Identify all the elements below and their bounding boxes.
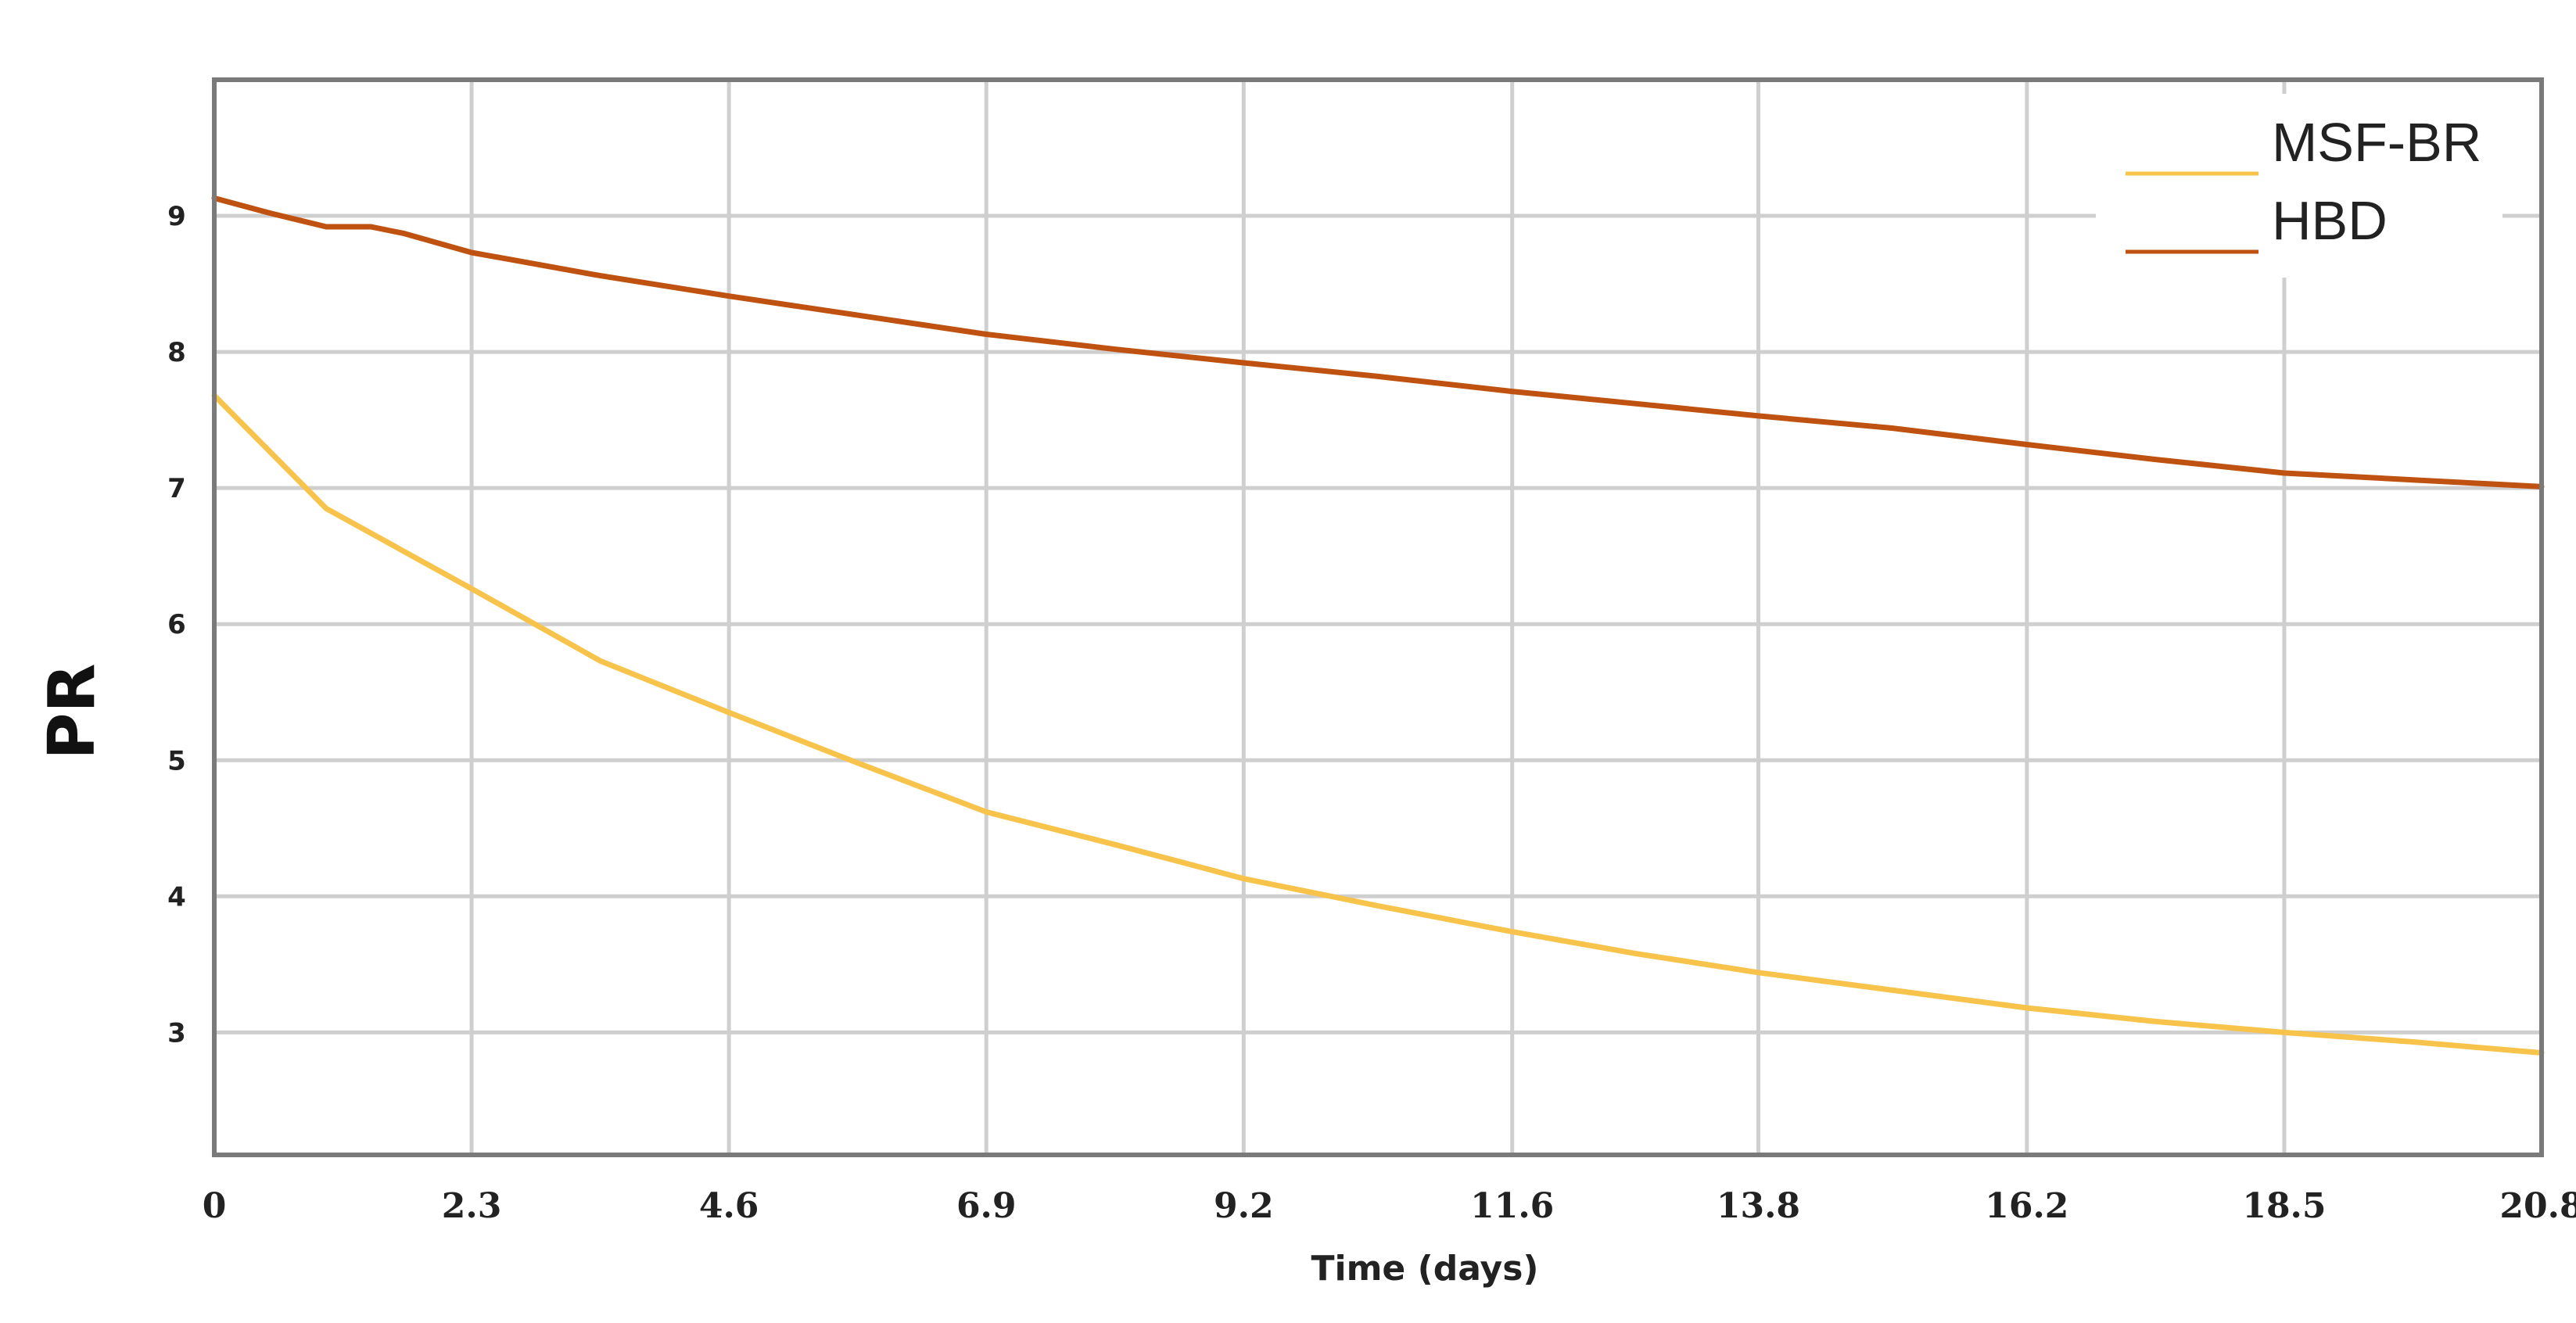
tick-labels: 0 2.3 4.6 6.9 9.2 11.6 13.8 16.2 18.5 20.8 3 4 5 6 7 8 9 [167,201,2576,1226]
x-tick-label: 4.6 [699,1186,759,1226]
plot-frame [212,77,2544,1157]
x-tick-label: 13.8 [1717,1186,1800,1226]
x-tick-label: 9.2 [1214,1186,1274,1226]
y-tick-label: 5 [167,745,186,776]
y-tick-label: 7 [167,473,186,504]
series-line-msf-br [211,393,2545,1056]
x-tick-label: 16.2 [1985,1186,2068,1226]
series-lines [211,195,2545,1056]
legend-label-msf-br: MSF-BR [2272,112,2481,173]
x-tick-label: 6.9 [956,1186,1017,1226]
x-tick-label: 18.5 [2242,1186,2326,1226]
y-tick-label: 6 [167,609,186,640]
legend: MSF-BR HBD [2096,94,2502,278]
x-tick-label: 20.8 [2499,1186,2576,1226]
legend-label-hbd: HBD [2272,190,2388,251]
y-tick-label: 4 [167,881,186,912]
x-tick-label: 2.3 [442,1186,502,1226]
y-tick-label: 3 [167,1017,186,1049]
x-axis-title: Time (days) [1311,1249,1538,1289]
x-tick-label: 11.6 [1470,1186,1554,1226]
y-tick-label: 9 [167,201,186,232]
y-tick-label: 8 [167,337,186,368]
x-tick-label: 0 [203,1186,227,1226]
series-line-hbd [211,195,2545,489]
y-axis-title: PR [35,663,109,759]
